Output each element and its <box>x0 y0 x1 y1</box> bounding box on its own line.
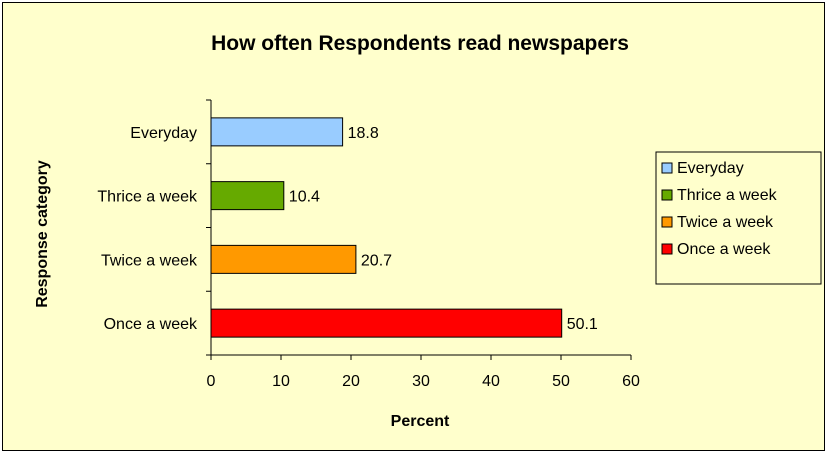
category-label: Twice a week <box>101 252 198 269</box>
bar <box>210 244 357 274</box>
category-label: Everyday <box>130 125 197 142</box>
bar <box>210 117 344 147</box>
x-tick-label: 60 <box>622 373 640 390</box>
legend-label: Everyday <box>677 160 744 177</box>
legend-swatch <box>661 189 673 201</box>
x-tick-label: 40 <box>482 373 500 390</box>
plot-area: 0 10 20 30 40 50 60 Everyday 18.8 Thrice a week 10… <box>97 99 640 390</box>
legend-label: Thrice a week <box>677 187 778 204</box>
data-label: 50.1 <box>567 316 598 333</box>
data-label: 18.8 <box>348 125 379 142</box>
chart-title: How often Respondents read newspapers <box>211 32 629 55</box>
data-label: 20.7 <box>361 252 392 269</box>
x-axis-title: Percent <box>391 413 450 430</box>
x-tick-label: 30 <box>412 373 430 390</box>
legend-swatch <box>661 216 673 228</box>
y-axis-title: Response category <box>34 160 51 308</box>
bar <box>210 181 285 211</box>
legend: Everyday Thrice a week Twice a week Once a … <box>655 151 822 285</box>
x-tick-label: 50 <box>552 373 570 390</box>
legend-label: Once a week <box>677 241 771 258</box>
category-label: Once a week <box>104 316 198 333</box>
legend-swatch <box>661 243 673 255</box>
data-label: 10.4 <box>289 189 320 206</box>
category-label: Thrice a week <box>97 189 198 206</box>
x-tick-label: 0 <box>207 373 216 390</box>
legend-swatch <box>661 162 673 174</box>
legend-box <box>655 151 822 285</box>
legend-label: Twice a week <box>677 214 774 231</box>
bar <box>210 308 563 338</box>
x-tick-label: 10 <box>272 373 290 390</box>
x-tick-label: 20 <box>342 373 360 390</box>
